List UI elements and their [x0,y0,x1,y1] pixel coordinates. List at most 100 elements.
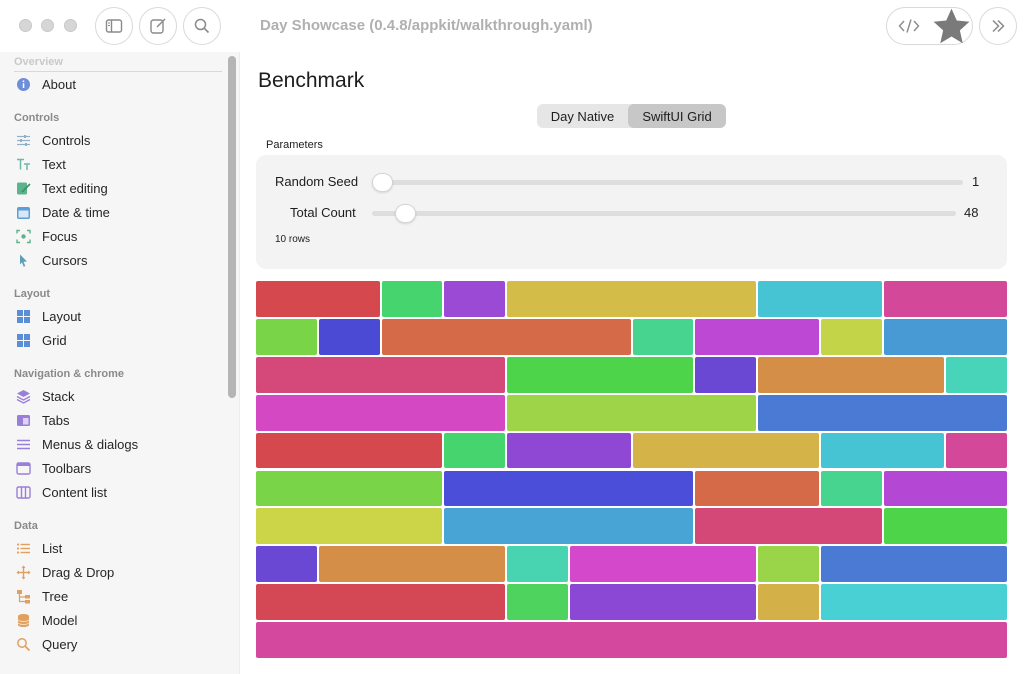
segment-swiftui-grid[interactable]: SwiftUI Grid [628,104,726,128]
toolbar-right-group [886,7,973,45]
close-window-button[interactable] [19,19,32,32]
minimize-window-button[interactable] [41,19,54,32]
sidebar[interactable]: Overview About Controls Controls Text Te… [0,52,240,674]
grid-cell [695,508,882,545]
favorite-button[interactable] [930,8,973,44]
sidebar-section-overview: Overview [14,56,63,68]
sidebar-item-label: Tabs [42,412,70,428]
sidebar-item-label: Text [42,156,66,172]
grid-cell [820,432,945,469]
grid-cell [256,508,443,545]
grid-icon [14,331,32,349]
compose-button[interactable] [139,7,177,45]
cursor-icon [14,251,32,269]
sidebar-item-stack[interactable]: Stack [14,385,220,407]
forward-button[interactable] [979,7,1017,45]
grid-cell [883,508,1007,545]
sidebar-item-label: Drag & Drop [42,564,115,580]
sidebar-item-label: Focus [42,228,78,244]
sidebar-toggle-icon [105,19,123,33]
grid-cell [569,546,756,583]
total-count-slider[interactable] [372,211,956,216]
sidebar-item-content-list[interactable]: Content list [14,481,220,503]
sidebar-item-tree[interactable]: Tree [14,585,220,607]
sidebar-item-about[interactable]: About [14,73,220,95]
total-count-slider-knob[interactable] [394,204,416,223]
search-button[interactable] [183,7,221,45]
sidebar-item-model[interactable]: Model [14,609,220,631]
sidebar-item-label: Stack [42,388,75,404]
tabs-icon [14,411,32,429]
sidebar-item-label: Model [42,612,78,628]
forward-icon [992,19,1005,33]
code-icon [898,19,919,33]
grid-cell [507,394,756,431]
grid-cell [569,584,756,621]
grid-cell [758,281,882,317]
columns-icon [14,483,32,501]
sidebar-item-label: Controls [42,132,91,148]
grid-cell [381,318,631,355]
search-icon [194,18,210,34]
sidebar-item-date-time[interactable]: Date & time [14,201,220,223]
sidebar-item-list[interactable]: List [14,537,220,559]
sidebar-toggle-button[interactable] [95,7,133,45]
random-seed-label: Random Seed [275,174,359,189]
grid-cell [507,546,568,583]
tree-icon [14,587,32,605]
sidebar-item-focus[interactable]: Focus [14,225,220,247]
grid-cell [758,546,819,583]
window-title: Day Showcase (0.4.8/appkit/walkthrough.y… [260,17,593,34]
info-icon [14,75,32,93]
sidebar-item-layout[interactable]: Layout [14,305,220,327]
total-count-value: 48 [964,205,979,220]
grid-cell [256,432,443,469]
sidebar-item-label: Content list [42,484,108,500]
grid-cell [758,394,1007,431]
sidebar-item-cursors[interactable]: Cursors [14,249,220,271]
sidebar-item-label: Date & time [42,204,110,220]
sidebar-item-label: Cursors [42,252,88,268]
renderer-segmented-control[interactable]: Day Native SwiftUI Grid [537,104,726,128]
text-icon [14,155,32,173]
menu-icon [14,435,32,453]
sidebar-item-text-editing[interactable]: Text editing [14,177,220,199]
list-icon [14,539,32,557]
grid-cell [820,470,882,507]
random-seed-row: Random Seed 1 [256,171,1007,193]
page-title: Benchmark [258,69,365,92]
random-seed-value: 1 [972,174,980,189]
grid-cell [256,622,1007,658]
total-count-row: Total Count 48 [256,202,1007,224]
sidebar-item-controls[interactable]: Controls [14,129,220,151]
sidebar-item-drag-drop[interactable]: Drag & Drop [14,561,220,583]
random-seed-slider[interactable] [372,180,963,185]
sidebar-item-grid[interactable]: Grid [14,329,220,351]
sidebar-item-label: About [42,76,76,92]
grid-cell [507,356,694,393]
sidebar-item-query[interactable]: Query [14,633,220,655]
grid-cell [256,546,317,583]
grid-cell [444,508,694,545]
sidebar-scrollbar-thumb[interactable] [228,56,236,398]
compose-icon [150,18,166,34]
random-seed-slider-knob[interactable] [372,173,393,192]
database-icon [14,611,32,629]
sidebar-item-tabs[interactable]: Tabs [14,409,220,431]
grid-cell [820,584,1007,621]
sidebar-item-text[interactable]: Text [14,153,220,175]
parameters-label: Parameters [266,139,323,151]
total-count-label: Total Count [290,205,356,220]
segment-day-native[interactable]: Day Native [550,108,615,124]
sidebar-item-label: Menus & dialogs [42,436,139,452]
sidebar-item-label: Grid [42,332,67,348]
sidebar-section-data: Data [14,520,38,532]
grid-cell [883,318,1007,355]
grid-cell [820,318,882,355]
sidebar-item-toolbars[interactable]: Toolbars [14,457,220,479]
code-button[interactable] [887,8,930,44]
sidebar-item-menus-dialogs[interactable]: Menus & dialogs [14,433,220,455]
grid-cell [444,281,505,317]
benchmark-grid [256,281,1007,658]
zoom-window-button[interactable] [64,19,77,32]
